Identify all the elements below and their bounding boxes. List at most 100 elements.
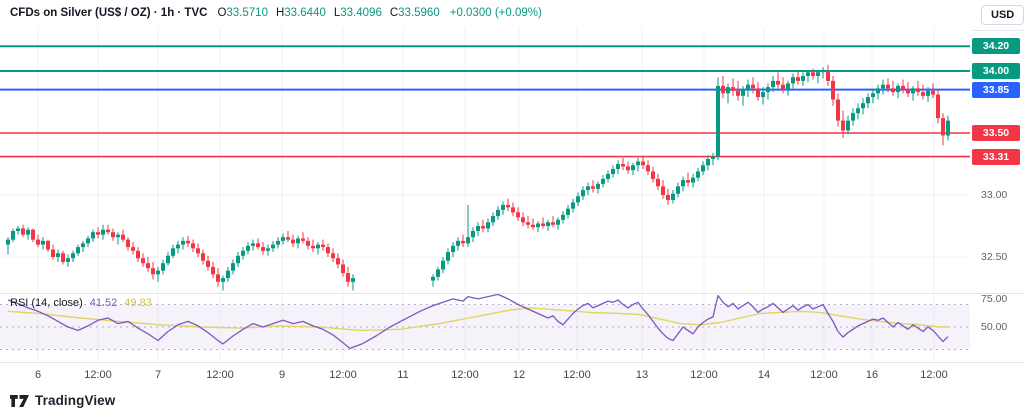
- candle-down: [301, 238, 305, 241]
- candle-down: [121, 234, 125, 240]
- candle-up: [561, 214, 565, 220]
- candle-down: [796, 77, 800, 81]
- candle-down: [721, 85, 725, 94]
- candle-up: [446, 252, 450, 261]
- candle-down: [886, 84, 890, 89]
- candle-up: [166, 255, 170, 264]
- rsi-legend: RSI (14, close) 41.52 49.83: [10, 297, 152, 309]
- time-axis-label[interactable]: 14: [757, 369, 771, 381]
- candle-up: [926, 90, 930, 96]
- candle-up: [281, 237, 285, 241]
- candle-up: [881, 84, 885, 89]
- candle-up: [351, 278, 355, 282]
- price-tag: 33.50: [972, 125, 1020, 141]
- currency-toggle[interactable]: USD: [981, 5, 1024, 25]
- time-axis-label[interactable]: 13: [635, 369, 649, 381]
- time-axis-label[interactable]: 12:00: [206, 369, 234, 381]
- candle-down: [811, 72, 815, 76]
- candle-up: [611, 168, 615, 174]
- price-tag: 34.20: [972, 38, 1020, 55]
- candle-up: [536, 223, 540, 228]
- candle-down: [531, 224, 535, 228]
- price-axis-label: 32.50: [981, 251, 1008, 263]
- symbol-title[interactable]: CFDs on Silver (US$ / OZ) · 1h · TVC: [10, 7, 208, 19]
- candle-up: [86, 238, 90, 244]
- candle-up: [431, 276, 435, 281]
- candle-down: [831, 80, 835, 100]
- candle-up: [441, 260, 445, 270]
- candle-up: [296, 238, 300, 244]
- candle-up: [76, 247, 80, 254]
- time-axis-label[interactable]: 12:00: [920, 369, 948, 381]
- candle-up: [566, 208, 570, 215]
- candle-down: [541, 223, 545, 226]
- candle-down: [201, 253, 205, 261]
- candle-down: [286, 237, 290, 240]
- candle-down: [331, 253, 335, 259]
- ohlc-pair: H33.6440: [276, 7, 326, 19]
- time-axis-label[interactable]: 9: [278, 369, 286, 381]
- candle-up: [786, 83, 790, 90]
- candle-up: [456, 240, 460, 246]
- candle-up: [71, 253, 75, 259]
- candle-down: [21, 228, 25, 235]
- candle-down: [776, 80, 780, 85]
- time-axis-label[interactable]: 12:00: [451, 369, 479, 381]
- time-axis-label[interactable]: 12: [512, 369, 526, 381]
- candle-up: [726, 87, 730, 94]
- time-axis-label[interactable]: 12:00: [329, 369, 357, 381]
- candle-down: [211, 266, 215, 275]
- candle-up: [241, 250, 245, 256]
- candle-down: [936, 94, 940, 119]
- rsi-line: [7, 293, 949, 350]
- candle-up: [436, 269, 440, 277]
- candle-up: [496, 209, 500, 217]
- candle-up: [801, 75, 805, 81]
- rsi-title[interactable]: RSI (14, close): [10, 297, 83, 309]
- time-axis-label[interactable]: 12:00: [563, 369, 591, 381]
- candle-down: [291, 239, 295, 244]
- time-axis-label[interactable]: 6: [34, 369, 42, 381]
- time-axis-label[interactable]: 11: [397, 369, 409, 381]
- rsi-value: 41.52: [89, 297, 118, 309]
- candle-down: [306, 240, 310, 246]
- candle-down: [61, 253, 65, 262]
- candle-down: [131, 247, 135, 251]
- candle-down: [901, 85, 905, 90]
- ohlc-values: O33.5710 H33.6440 L33.4096 C33.5960: [217, 7, 447, 19]
- price-tag: 34.00: [972, 63, 1020, 79]
- candle-up: [696, 171, 700, 178]
- time-axis-label[interactable]: 16: [865, 369, 879, 381]
- time-axis-label[interactable]: 7: [154, 369, 162, 381]
- candle-up: [871, 93, 875, 98]
- time-axis-label[interactable]: 12:00: [84, 369, 112, 381]
- candle-down: [111, 232, 115, 238]
- candle-down: [621, 164, 625, 167]
- candle-up: [866, 97, 870, 104]
- rsi-ma-line: [7, 307, 948, 332]
- candle-down: [336, 258, 340, 265]
- candle-down: [126, 239, 130, 248]
- candle-up: [471, 230, 475, 238]
- tradingview-watermark[interactable]: TradingView: [10, 393, 115, 408]
- candle-down: [46, 240, 50, 250]
- candle-up: [911, 88, 915, 94]
- candle-up: [81, 243, 85, 248]
- candle-up: [101, 229, 105, 235]
- candle-down: [326, 247, 330, 254]
- candle-up: [761, 92, 765, 98]
- candle-down: [321, 244, 325, 248]
- candle-down: [341, 264, 345, 274]
- candle-up: [501, 204, 505, 210]
- ohlc-label: H: [275, 7, 285, 19]
- candle-down: [931, 90, 935, 95]
- time-axis-label[interactable]: 12:00: [690, 369, 718, 381]
- candle-up: [746, 84, 750, 90]
- candle-up: [176, 244, 180, 249]
- candle-up: [771, 80, 775, 88]
- time-axis-label[interactable]: 12:00: [810, 369, 838, 381]
- ohlc-label: O: [217, 7, 227, 19]
- candle-down: [641, 161, 645, 166]
- candle-up: [66, 258, 70, 262]
